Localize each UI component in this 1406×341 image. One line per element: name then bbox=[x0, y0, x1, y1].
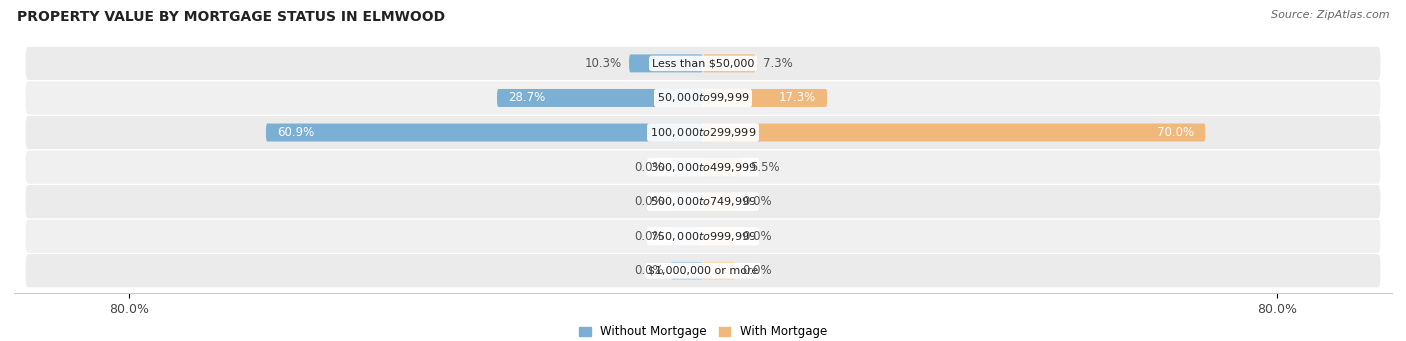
FancyBboxPatch shape bbox=[25, 116, 1381, 149]
Text: $300,000 to $499,999: $300,000 to $499,999 bbox=[650, 161, 756, 174]
FancyBboxPatch shape bbox=[628, 55, 703, 72]
FancyBboxPatch shape bbox=[703, 193, 735, 211]
Text: 10.3%: 10.3% bbox=[585, 57, 621, 70]
Text: 0.0%: 0.0% bbox=[742, 264, 772, 277]
FancyBboxPatch shape bbox=[703, 158, 742, 176]
FancyBboxPatch shape bbox=[703, 89, 827, 107]
Text: $750,000 to $999,999: $750,000 to $999,999 bbox=[650, 230, 756, 243]
Text: 70.0%: 70.0% bbox=[1157, 126, 1195, 139]
Text: $100,000 to $299,999: $100,000 to $299,999 bbox=[650, 126, 756, 139]
FancyBboxPatch shape bbox=[266, 123, 703, 142]
FancyBboxPatch shape bbox=[25, 81, 1381, 115]
FancyBboxPatch shape bbox=[671, 262, 703, 280]
FancyBboxPatch shape bbox=[25, 47, 1381, 80]
Text: PROPERTY VALUE BY MORTGAGE STATUS IN ELMWOOD: PROPERTY VALUE BY MORTGAGE STATUS IN ELM… bbox=[17, 10, 444, 24]
Text: 0.0%: 0.0% bbox=[634, 161, 664, 174]
FancyBboxPatch shape bbox=[703, 262, 735, 280]
Text: 0.0%: 0.0% bbox=[634, 230, 664, 243]
Text: 60.9%: 60.9% bbox=[277, 126, 314, 139]
Legend: Without Mortgage, With Mortgage: Without Mortgage, With Mortgage bbox=[574, 321, 832, 341]
Text: $1,000,000 or more: $1,000,000 or more bbox=[648, 266, 758, 276]
FancyBboxPatch shape bbox=[703, 123, 1205, 142]
Text: 0.0%: 0.0% bbox=[742, 230, 772, 243]
Text: $50,000 to $99,999: $50,000 to $99,999 bbox=[657, 91, 749, 104]
FancyBboxPatch shape bbox=[671, 158, 703, 176]
FancyBboxPatch shape bbox=[498, 89, 703, 107]
Text: Source: ZipAtlas.com: Source: ZipAtlas.com bbox=[1271, 10, 1389, 20]
FancyBboxPatch shape bbox=[703, 227, 735, 245]
Text: 28.7%: 28.7% bbox=[508, 91, 546, 104]
FancyBboxPatch shape bbox=[25, 150, 1381, 184]
Text: 17.3%: 17.3% bbox=[779, 91, 817, 104]
Text: 5.5%: 5.5% bbox=[749, 161, 779, 174]
FancyBboxPatch shape bbox=[25, 254, 1381, 287]
FancyBboxPatch shape bbox=[671, 193, 703, 211]
FancyBboxPatch shape bbox=[671, 227, 703, 245]
Text: 0.0%: 0.0% bbox=[634, 264, 664, 277]
FancyBboxPatch shape bbox=[703, 55, 755, 72]
Text: 7.3%: 7.3% bbox=[762, 57, 793, 70]
FancyBboxPatch shape bbox=[25, 220, 1381, 253]
FancyBboxPatch shape bbox=[25, 185, 1381, 218]
Text: 0.0%: 0.0% bbox=[634, 195, 664, 208]
Text: $500,000 to $749,999: $500,000 to $749,999 bbox=[650, 195, 756, 208]
Text: 0.0%: 0.0% bbox=[742, 195, 772, 208]
Text: Less than $50,000: Less than $50,000 bbox=[652, 58, 754, 69]
